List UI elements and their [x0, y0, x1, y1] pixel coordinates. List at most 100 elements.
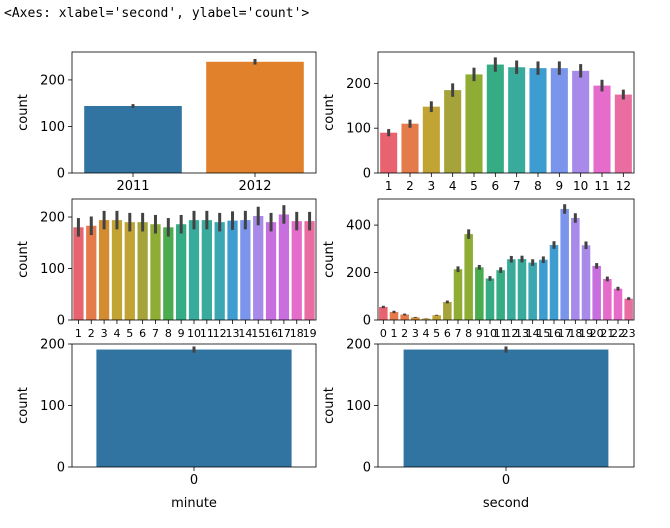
ylabel-year: count [16, 94, 31, 131]
subplot-minute: 0 100 200 0 count minute [16, 338, 317, 511]
xtick-label-hour-22: 22 [611, 327, 625, 340]
xtick-label-hour-18: 18 [568, 327, 582, 340]
bar-day-8 [163, 227, 174, 320]
bar-day-14 [240, 220, 251, 320]
xtick-label-day-3: 3 [101, 327, 108, 340]
ytick-label-hour-200: 200 [346, 266, 371, 281]
axes-frame-hour [377, 198, 635, 321]
xtick-label-day-14: 14 [238, 327, 252, 340]
bar-hour-1 [389, 311, 399, 320]
xtick-label-hour-7: 7 [455, 327, 462, 340]
xtick-label-day-9: 9 [178, 327, 185, 340]
xtick-label-month-9: 9 [556, 179, 564, 193]
ytick-label-hour-0: 0 [363, 314, 371, 329]
ylabel-hour: count [322, 241, 337, 278]
ytick-label-second-0: 0 [363, 461, 371, 476]
axes-frame-month [377, 51, 635, 174]
bar-day-1 [73, 227, 84, 320]
ytick-label-day-100: 100 [40, 262, 65, 277]
xtick-label-month-8: 8 [534, 179, 542, 193]
bar-minute-0 [96, 349, 292, 467]
xtick-label-day-19: 19 [303, 327, 317, 340]
xtick-label-day-18: 18 [290, 327, 304, 340]
bar-day-11 [201, 220, 212, 320]
bar-hour-20 [592, 265, 601, 320]
bar-hour-15 [539, 259, 548, 320]
xtick-label-day-10: 10 [187, 327, 201, 340]
xlabel-minute: minute [171, 496, 217, 511]
bar-hour-4 [421, 318, 431, 320]
bar-hour-19 [581, 245, 591, 320]
bar-day-5 [124, 222, 135, 320]
bar-day-2 [86, 225, 97, 320]
xtick-label-minute-0: 0 [190, 473, 198, 488]
xtick-label-year-2012: 2012 [238, 179, 271, 194]
xtick-label-day-5: 5 [126, 327, 133, 340]
ylabel-day: count [16, 241, 31, 278]
subplot-year: 0 100 200 2011 2012 count [16, 51, 317, 194]
xtick-label-day-6: 6 [139, 327, 146, 340]
bar-day-16 [265, 222, 277, 320]
ytick-label-month-0: 0 [363, 167, 371, 182]
bar-month-6 [486, 64, 504, 173]
bar-day-10 [188, 220, 200, 320]
bar-day-3 [98, 220, 110, 320]
ylabel-month: count [322, 94, 337, 131]
xtick-label-year-2011: 2011 [116, 179, 149, 194]
bar-day-17 [278, 214, 290, 320]
xtick-label-day-11: 11 [200, 327, 214, 340]
xtick-label-day-16: 16 [264, 327, 278, 340]
xtick-label-hour-6: 6 [444, 327, 451, 340]
ytick-label-day-200: 200 [40, 211, 65, 226]
xtick-label-hour-2: 2 [401, 327, 408, 340]
xtick-label-hour-1: 1 [391, 327, 398, 340]
bar-hour-3 [411, 317, 420, 320]
bar-hour-12 [507, 259, 516, 320]
bar-day-7 [150, 224, 161, 320]
xtick-label-hour-8: 8 [465, 327, 472, 340]
xtick-label-hour-9: 9 [476, 327, 483, 340]
xtick-label-day-17: 17 [277, 327, 291, 340]
bar-month-11 [593, 85, 611, 173]
ylabel-second: count [322, 387, 337, 424]
bar-month-1 [380, 132, 398, 173]
xtick-label-hour-17: 17 [558, 327, 572, 340]
axes-frame-year [71, 51, 317, 174]
xtick-label-day-15: 15 [251, 327, 265, 340]
ytick-label-year-200: 200 [40, 73, 65, 88]
xtick-label-hour-16: 16 [547, 327, 561, 340]
bar-hour-13 [517, 259, 527, 320]
xtick-label-month-10: 10 [573, 179, 588, 193]
xtick-label-hour-11: 11 [494, 327, 508, 340]
bar-hour-9 [475, 267, 484, 320]
xtick-label-hour-13: 13 [515, 327, 529, 340]
bar-month-8 [529, 68, 547, 173]
xlabel-second: second [483, 496, 529, 511]
bar-hour-0 [379, 306, 388, 320]
xtick-label-hour-12: 12 [504, 327, 518, 340]
ytick-label-hour-400: 400 [346, 219, 371, 234]
bar-hour-5 [432, 315, 441, 320]
xtick-label-hour-15: 15 [536, 327, 550, 340]
bar-hour-8 [464, 234, 473, 320]
bar-day-13 [227, 220, 238, 320]
xtick-label-hour-19: 19 [579, 327, 593, 340]
bar-hour-14 [528, 262, 537, 320]
xtick-label-day-8: 8 [165, 327, 172, 340]
bar-month-5 [465, 74, 483, 173]
xtick-label-hour-0: 0 [380, 327, 387, 340]
bar-hour-2 [400, 314, 409, 320]
xtick-label-month-4: 4 [449, 179, 457, 193]
xtick-label-hour-14: 14 [526, 327, 540, 340]
xtick-label-month-11: 11 [594, 179, 609, 193]
ytick-label-minute-100: 100 [40, 399, 65, 414]
bar-hour-11 [496, 270, 505, 320]
xtick-label-month-7: 7 [513, 179, 521, 193]
output-repr-text: <Axes: xlabel='second', ylabel='count'> [4, 6, 310, 21]
ytick-label-month-100: 100 [346, 122, 371, 137]
xtick-label-hour-3: 3 [412, 327, 419, 340]
xtick-label-hour-4: 4 [423, 327, 430, 340]
